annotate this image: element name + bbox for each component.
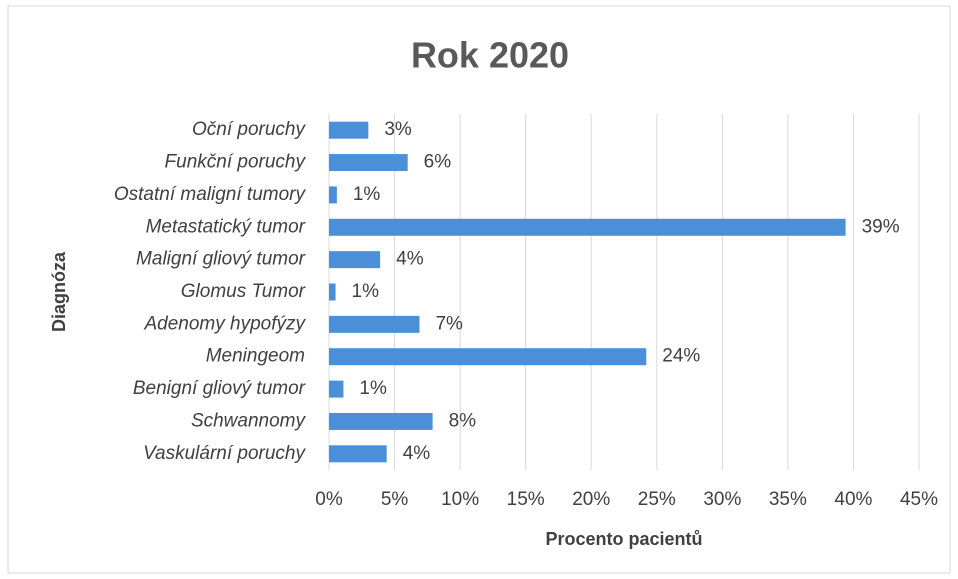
bar xyxy=(329,154,408,172)
x-tick-label: 30% xyxy=(703,489,741,510)
bar xyxy=(329,412,433,430)
y-tick-label: Ostatní maligní tumory xyxy=(114,184,307,205)
y-axis-title: Diagnóza xyxy=(49,251,69,332)
x-axis-title: Procento pacientů xyxy=(545,529,702,549)
data-label: 3% xyxy=(384,119,412,140)
bar xyxy=(329,121,369,139)
x-tick-label: 25% xyxy=(638,489,676,510)
x-tick-label: 0% xyxy=(315,489,343,510)
bar xyxy=(329,348,647,366)
y-tick-label: Schwannomy xyxy=(191,410,307,431)
data-label: 4% xyxy=(403,443,431,464)
bar xyxy=(329,251,381,269)
y-tick-label: Oční poruchy xyxy=(192,119,306,140)
y-tick-label: Adenomy hypofýzy xyxy=(143,313,306,334)
data-label: 39% xyxy=(862,216,900,237)
chart-border xyxy=(7,5,951,574)
data-label: 8% xyxy=(449,410,477,431)
y-tick-label: Vaskulární poruchy xyxy=(143,443,306,464)
y-tick-label: Benigní gliový tumor xyxy=(133,378,306,399)
data-label: 4% xyxy=(396,249,424,270)
bar xyxy=(329,315,420,333)
data-label: 24% xyxy=(662,346,700,367)
x-tick-label: 15% xyxy=(507,489,545,510)
y-tick-label: Meningeom xyxy=(206,346,305,367)
bar xyxy=(329,186,337,204)
data-label: 1% xyxy=(353,184,381,205)
bar xyxy=(329,380,344,398)
y-tick-label: Funkční poruchy xyxy=(165,152,307,173)
data-label: 7% xyxy=(435,313,463,334)
bar xyxy=(329,218,846,236)
y-tick-label: Metastatický tumor xyxy=(146,216,306,237)
data-label: 6% xyxy=(424,152,452,173)
x-tick-label: 20% xyxy=(572,489,610,510)
x-tick-label: 40% xyxy=(834,489,872,510)
bar xyxy=(329,445,387,463)
x-tick-label: 5% xyxy=(381,489,409,510)
x-tick-label: 35% xyxy=(769,489,807,510)
x-tick-label: 45% xyxy=(900,489,938,510)
bar xyxy=(329,283,336,301)
chart-title: Rok 2020 xyxy=(411,35,569,76)
x-tick-label: 10% xyxy=(441,489,479,510)
y-tick-label: Maligní gliový tumor xyxy=(136,249,306,270)
data-label: 1% xyxy=(359,378,387,399)
data-label: 1% xyxy=(352,281,380,302)
y-tick-label: Glomus Tumor xyxy=(181,281,306,302)
